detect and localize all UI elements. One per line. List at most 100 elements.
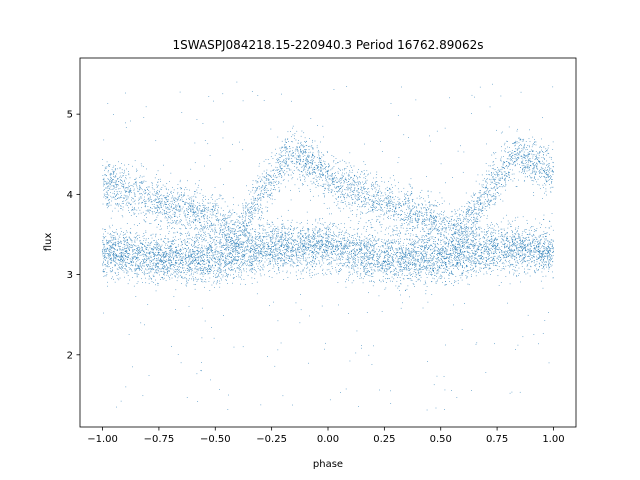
- data-point: [490, 263, 491, 264]
- data-point: [120, 255, 122, 256]
- data-point: [104, 256, 105, 258]
- data-point: [338, 247, 339, 249]
- data-point: [306, 268, 308, 269]
- data-point: [343, 239, 345, 241]
- data-point: [267, 245, 269, 247]
- data-point: [359, 237, 361, 239]
- data-point: [233, 278, 234, 279]
- data-point: [128, 262, 130, 264]
- data-point: [109, 246, 111, 248]
- data-point: [453, 251, 455, 253]
- data-point: [106, 243, 108, 245]
- data-point: [344, 248, 345, 250]
- data-point: [168, 238, 169, 240]
- data-point: [150, 271, 152, 273]
- data-point: [381, 265, 383, 267]
- data-point: [487, 265, 489, 266]
- data-point: [347, 245, 349, 247]
- data-point: [368, 256, 370, 258]
- data-point: [437, 258, 438, 259]
- data-point: [425, 239, 427, 240]
- data-point: [188, 268, 189, 270]
- data-point: [169, 262, 171, 264]
- data-point: [335, 238, 336, 240]
- data-point: [541, 261, 543, 263]
- data-point: [433, 239, 435, 240]
- data-point: [529, 253, 531, 255]
- data-point: [275, 245, 276, 246]
- data-point: [313, 260, 315, 262]
- data-point: [171, 268, 173, 270]
- data-point: [363, 240, 365, 242]
- data-point: [219, 260, 221, 262]
- data-point: [254, 241, 256, 242]
- data-point: [290, 259, 292, 260]
- data-point: [179, 238, 181, 240]
- data-point: [400, 280, 401, 281]
- data-point: [479, 228, 480, 230]
- data-point: [252, 267, 254, 269]
- data-point: [312, 274, 313, 276]
- data-point: [175, 255, 177, 257]
- data-point: [544, 264, 545, 266]
- data-point: [455, 252, 456, 254]
- data-point: [497, 263, 498, 264]
- data-point: [165, 261, 166, 263]
- data-point: [362, 256, 363, 257]
- data-point: [138, 265, 140, 267]
- data-point: [184, 239, 186, 241]
- data-point: [353, 253, 355, 254]
- data-point: [174, 271, 175, 273]
- data-point: [436, 243, 438, 244]
- data-point: [262, 268, 263, 270]
- data-point: [409, 255, 411, 257]
- data-point: [525, 250, 527, 251]
- data-point: [246, 248, 247, 250]
- data-point: [367, 258, 368, 260]
- data-point: [195, 260, 197, 262]
- data-point: [397, 261, 398, 263]
- data-point: [126, 272, 128, 274]
- data-point: [174, 243, 176, 244]
- data-point: [389, 261, 391, 263]
- data-point: [272, 238, 274, 239]
- data-point: [438, 227, 439, 229]
- data-point: [275, 261, 276, 263]
- data-point: [521, 255, 523, 256]
- data-point: [162, 261, 164, 262]
- data-point: [178, 269, 180, 271]
- data-point: [513, 252, 515, 254]
- data-point: [427, 242, 428, 243]
- data-point: [399, 264, 400, 265]
- data-point: [211, 259, 212, 261]
- data-point: [192, 269, 193, 271]
- data-point: [266, 233, 267, 235]
- data-point: [346, 265, 348, 266]
- data-point: [542, 267, 544, 268]
- data-point: [181, 283, 182, 284]
- data-point: [164, 261, 166, 263]
- data-point: [281, 259, 283, 261]
- data-point: [416, 242, 418, 244]
- data-point: [548, 251, 549, 252]
- data-point: [337, 241, 339, 242]
- data-point: [363, 262, 365, 264]
- data-point: [551, 255, 553, 257]
- data-point: [122, 260, 123, 261]
- data-point: [194, 267, 196, 269]
- data-point: [288, 246, 290, 248]
- data-point: [407, 238, 408, 240]
- data-point: [519, 244, 520, 246]
- data-point: [385, 278, 387, 280]
- data-point: [218, 258, 220, 259]
- data-point: [245, 233, 247, 234]
- data-point: [394, 274, 396, 275]
- data-point: [238, 251, 240, 253]
- data-point: [165, 255, 167, 257]
- data-point: [168, 251, 170, 253]
- data-point: [413, 240, 414, 242]
- data-point: [289, 228, 291, 230]
- data-point: [226, 241, 228, 243]
- data-point: [489, 263, 490, 265]
- data-point: [489, 249, 491, 251]
